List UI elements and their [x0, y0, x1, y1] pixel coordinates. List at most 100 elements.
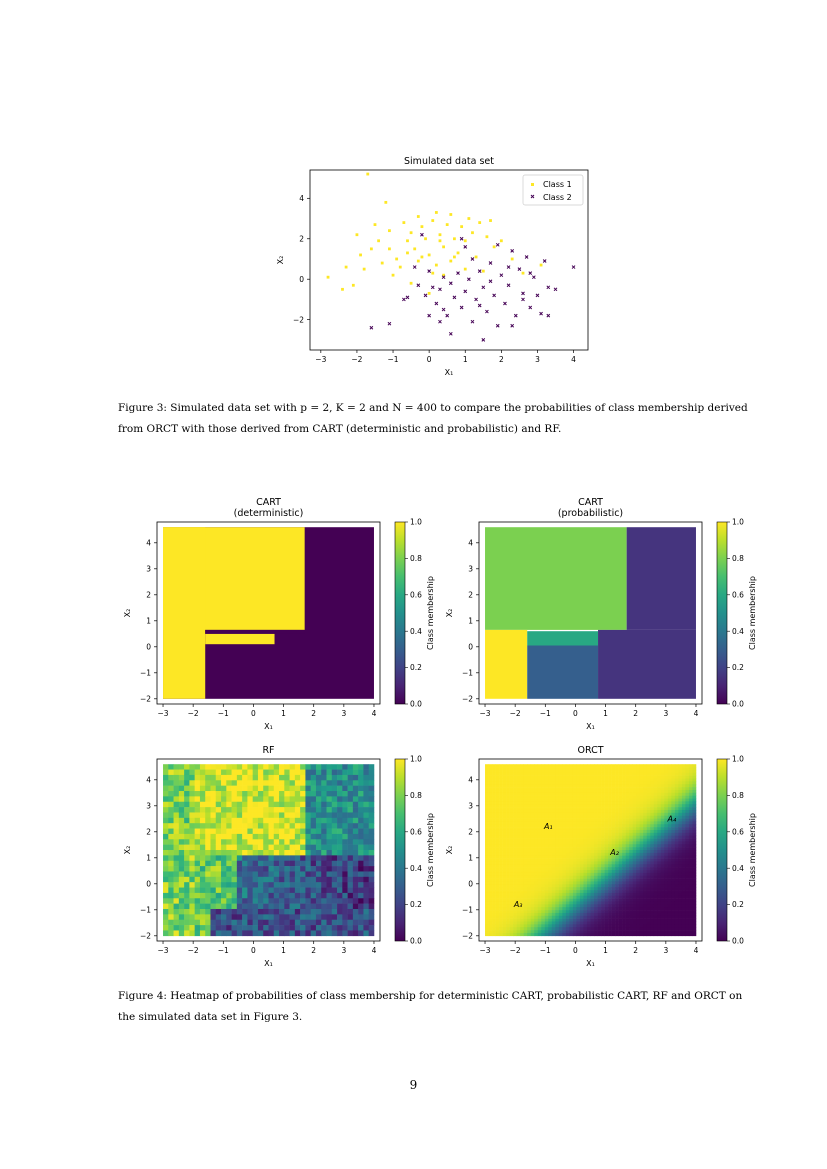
heatmap-cell [300, 839, 306, 845]
heatmap-region [205, 633, 275, 645]
heatmap-cell [555, 844, 560, 848]
heatmap-cell [342, 866, 348, 872]
heatmap-cell [657, 804, 662, 808]
heatmap-cell [586, 924, 591, 928]
heatmap-cell [650, 841, 655, 845]
heatmap-cell [639, 801, 644, 805]
heatmap-cell [513, 910, 517, 914]
heatmap-cell [268, 780, 275, 786]
heatmap-cell [523, 924, 528, 928]
heatmap-cell [189, 882, 195, 888]
heatmap-cell [263, 887, 269, 894]
heatmap-cell [604, 861, 609, 865]
heatmap-cell [509, 821, 514, 825]
heatmap-cell [289, 823, 296, 829]
heatmap-cell [289, 812, 296, 819]
heatmap-cell [178, 898, 185, 904]
scatter-point-class-2 [438, 319, 442, 324]
heatmap-cell [363, 774, 369, 781]
heatmap-cell [667, 801, 672, 805]
heatmap-cell [488, 787, 493, 791]
heatmap-cell [678, 841, 683, 845]
heatmap-cell [576, 809, 581, 814]
heatmap-cell [530, 870, 535, 874]
heatmap-cell [252, 892, 259, 899]
heatmap-cell [611, 775, 616, 779]
heatmap-cell [604, 798, 609, 802]
heatmap-cell [636, 784, 641, 788]
heatmap-cell [618, 769, 623, 774]
heatmap-cell [358, 796, 364, 803]
heatmap-cell [523, 864, 528, 868]
heatmap-cell [671, 764, 676, 768]
heatmap-cell [646, 875, 651, 879]
heatmap-cell [499, 850, 503, 854]
heatmap-cell [352, 817, 359, 824]
heatmap-cell [622, 798, 626, 802]
heatmap-cell [499, 829, 503, 834]
heatmap-cell [363, 871, 369, 878]
heatmap-cell [273, 925, 280, 931]
heatmap-cell [502, 795, 507, 799]
heatmap-cell [671, 864, 676, 868]
heatmap-cell [337, 871, 343, 878]
heatmap-cell [502, 924, 507, 928]
heatmap-cell [622, 901, 626, 905]
heatmap-cell [342, 807, 348, 813]
heatmap-cell [284, 833, 290, 840]
heatmap-cell [527, 921, 532, 925]
heatmap-cell [667, 841, 672, 845]
heatmap-cell [247, 914, 253, 921]
heatmap-cell [565, 904, 570, 908]
heatmap-cell [558, 884, 563, 888]
heatmap-cell [315, 919, 322, 926]
x-tick-label: −3 [157, 709, 168, 718]
heatmap-cell [530, 835, 535, 839]
heatmap-cell [608, 809, 612, 814]
heatmap-cell [664, 778, 669, 782]
heatmap-cell [548, 809, 553, 814]
heatmap-cell [495, 872, 500, 877]
heatmap-cell [604, 769, 609, 774]
heatmap-cell [636, 864, 641, 868]
heatmap-cell [615, 775, 619, 779]
heatmap-cell [358, 769, 364, 776]
colorbar-tick-label: 0.2 [410, 663, 422, 672]
heatmap-cell [247, 871, 253, 878]
heatmap-cell [636, 930, 641, 934]
heatmap-cell [279, 823, 285, 829]
heatmap-cell [268, 769, 275, 776]
heatmap-cell [363, 925, 369, 931]
heatmap-cell [337, 850, 343, 856]
heatmap-cell [650, 838, 655, 842]
heatmap-cell [611, 867, 616, 871]
heatmap-cell [650, 787, 655, 791]
heatmap-cell [513, 764, 517, 768]
heatmap-cell [315, 914, 322, 921]
heatmap-cell [289, 908, 296, 915]
heatmap-cell [189, 925, 195, 931]
heatmap-cell [541, 904, 546, 908]
heatmap-cell [184, 774, 190, 781]
heatmap-cell [358, 764, 364, 770]
heatmap-cell [537, 812, 542, 816]
heatmap-cell [590, 907, 595, 911]
heatmap-cell [597, 878, 602, 882]
heatmap-cell [558, 870, 563, 874]
heatmap-cell [664, 829, 669, 834]
heatmap-cell [608, 807, 612, 811]
heatmap-cell [565, 821, 570, 825]
heatmap-cell [674, 895, 679, 899]
heatmap-cell [657, 798, 662, 802]
heatmap-cell [492, 915, 496, 919]
heatmap-cell [583, 844, 588, 848]
heatmap-cell [579, 804, 584, 808]
scatter-point-class-1 [398, 265, 402, 269]
heatmap-cell [551, 847, 556, 851]
heatmap-cell [674, 844, 679, 848]
heatmap-cell [268, 844, 275, 851]
heatmap-cell [667, 930, 672, 934]
heatmap-cell [284, 898, 290, 904]
y-tick-label: −2 [462, 694, 473, 703]
